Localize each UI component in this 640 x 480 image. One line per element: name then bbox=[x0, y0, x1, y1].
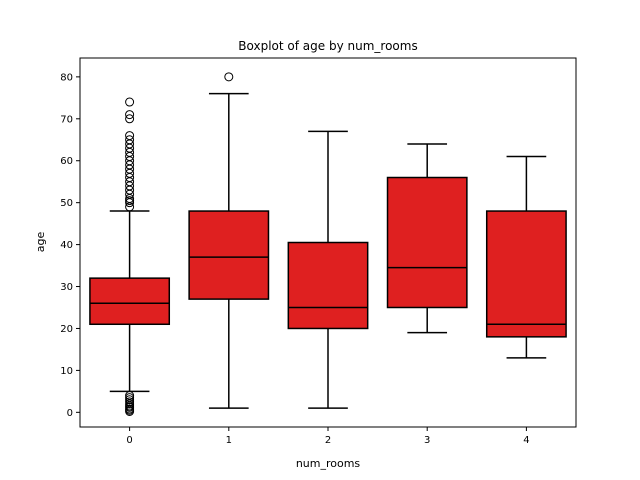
x-tick-label: 0 bbox=[126, 435, 132, 446]
outlier-point bbox=[125, 391, 135, 401]
outlier-point bbox=[125, 397, 135, 407]
plot-frame bbox=[79, 57, 577, 428]
x-axis-label: num_rooms bbox=[296, 457, 361, 470]
plot-area: 0 10 20 30 40 50 60 70 80 0 1 2 3 4 bbox=[60, 72, 567, 446]
box-iqr bbox=[188, 210, 270, 300]
chart-title: Boxplot of age by num_rooms bbox=[238, 39, 417, 53]
outlier-point bbox=[125, 196, 135, 206]
y-axis-label: age bbox=[34, 232, 47, 253]
y-tick-label: 80 bbox=[60, 72, 73, 83]
y-tick-label: 30 bbox=[60, 282, 73, 293]
outlier-point bbox=[125, 393, 135, 403]
x-tick-label: 3 bbox=[424, 435, 430, 446]
y-tick-label: 10 bbox=[60, 366, 73, 377]
y-tick-label: 50 bbox=[60, 198, 73, 209]
outlier-point bbox=[125, 131, 135, 141]
box-iqr bbox=[386, 176, 468, 309]
y-tick-label: 0 bbox=[67, 408, 73, 419]
outlier-point bbox=[125, 114, 135, 124]
outlier-point bbox=[125, 110, 135, 120]
outlier-point bbox=[125, 97, 135, 107]
x-tick-label: 1 bbox=[226, 435, 232, 446]
x-tick-label: 4 bbox=[523, 435, 529, 446]
box-iqr bbox=[89, 277, 171, 326]
y-tick-label: 20 bbox=[60, 324, 73, 335]
box-iqr bbox=[485, 210, 567, 338]
x-tick-label: 2 bbox=[325, 435, 331, 446]
box-iqr bbox=[287, 241, 369, 330]
y-tick-label: 70 bbox=[60, 114, 73, 125]
outlier-point bbox=[224, 72, 234, 82]
outlier-point bbox=[125, 135, 135, 145]
y-tick-label: 40 bbox=[60, 240, 73, 251]
y-tick-label: 60 bbox=[60, 156, 73, 167]
outlier-point bbox=[125, 395, 135, 405]
